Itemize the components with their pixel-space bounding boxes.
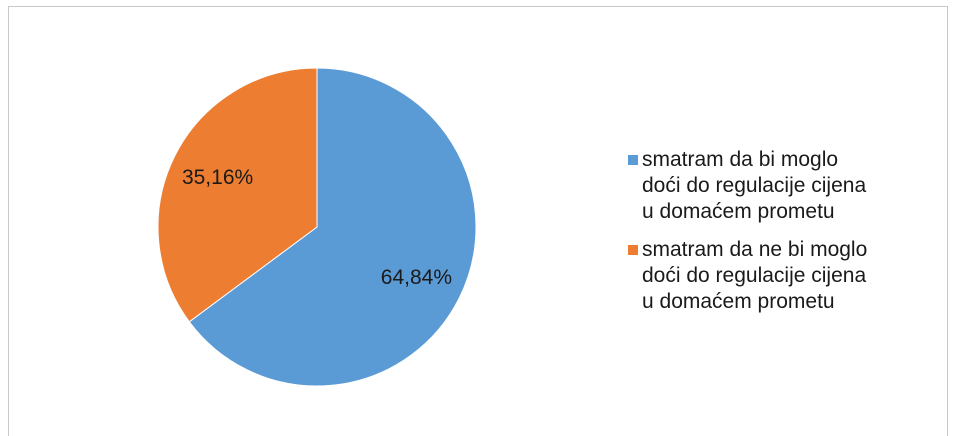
legend-swatch-2 xyxy=(628,245,638,255)
pie-slice-label-2: 35,16% xyxy=(182,166,253,189)
legend: smatram da bi moglo doći do regulacije c… xyxy=(628,147,948,327)
pie-slice-1 xyxy=(188,67,477,387)
pie-slice-labels: 64,84% 35,16% xyxy=(182,166,452,289)
legend-label-2: smatram da ne bi moglo doći do regulacij… xyxy=(642,238,868,313)
pie-slice-2 xyxy=(157,67,318,323)
pie-slice-label-1: 64,84% xyxy=(381,266,452,289)
pie-slices xyxy=(157,67,477,387)
legend-label-1: smatram da bi moglo doći do regulacije c… xyxy=(642,148,867,223)
legend-item: smatram da ne bi moglo doći do regulacij… xyxy=(628,237,948,315)
legend-item: smatram da bi moglo doći do regulacije c… xyxy=(628,147,948,225)
legend-swatch-1 xyxy=(628,155,638,165)
